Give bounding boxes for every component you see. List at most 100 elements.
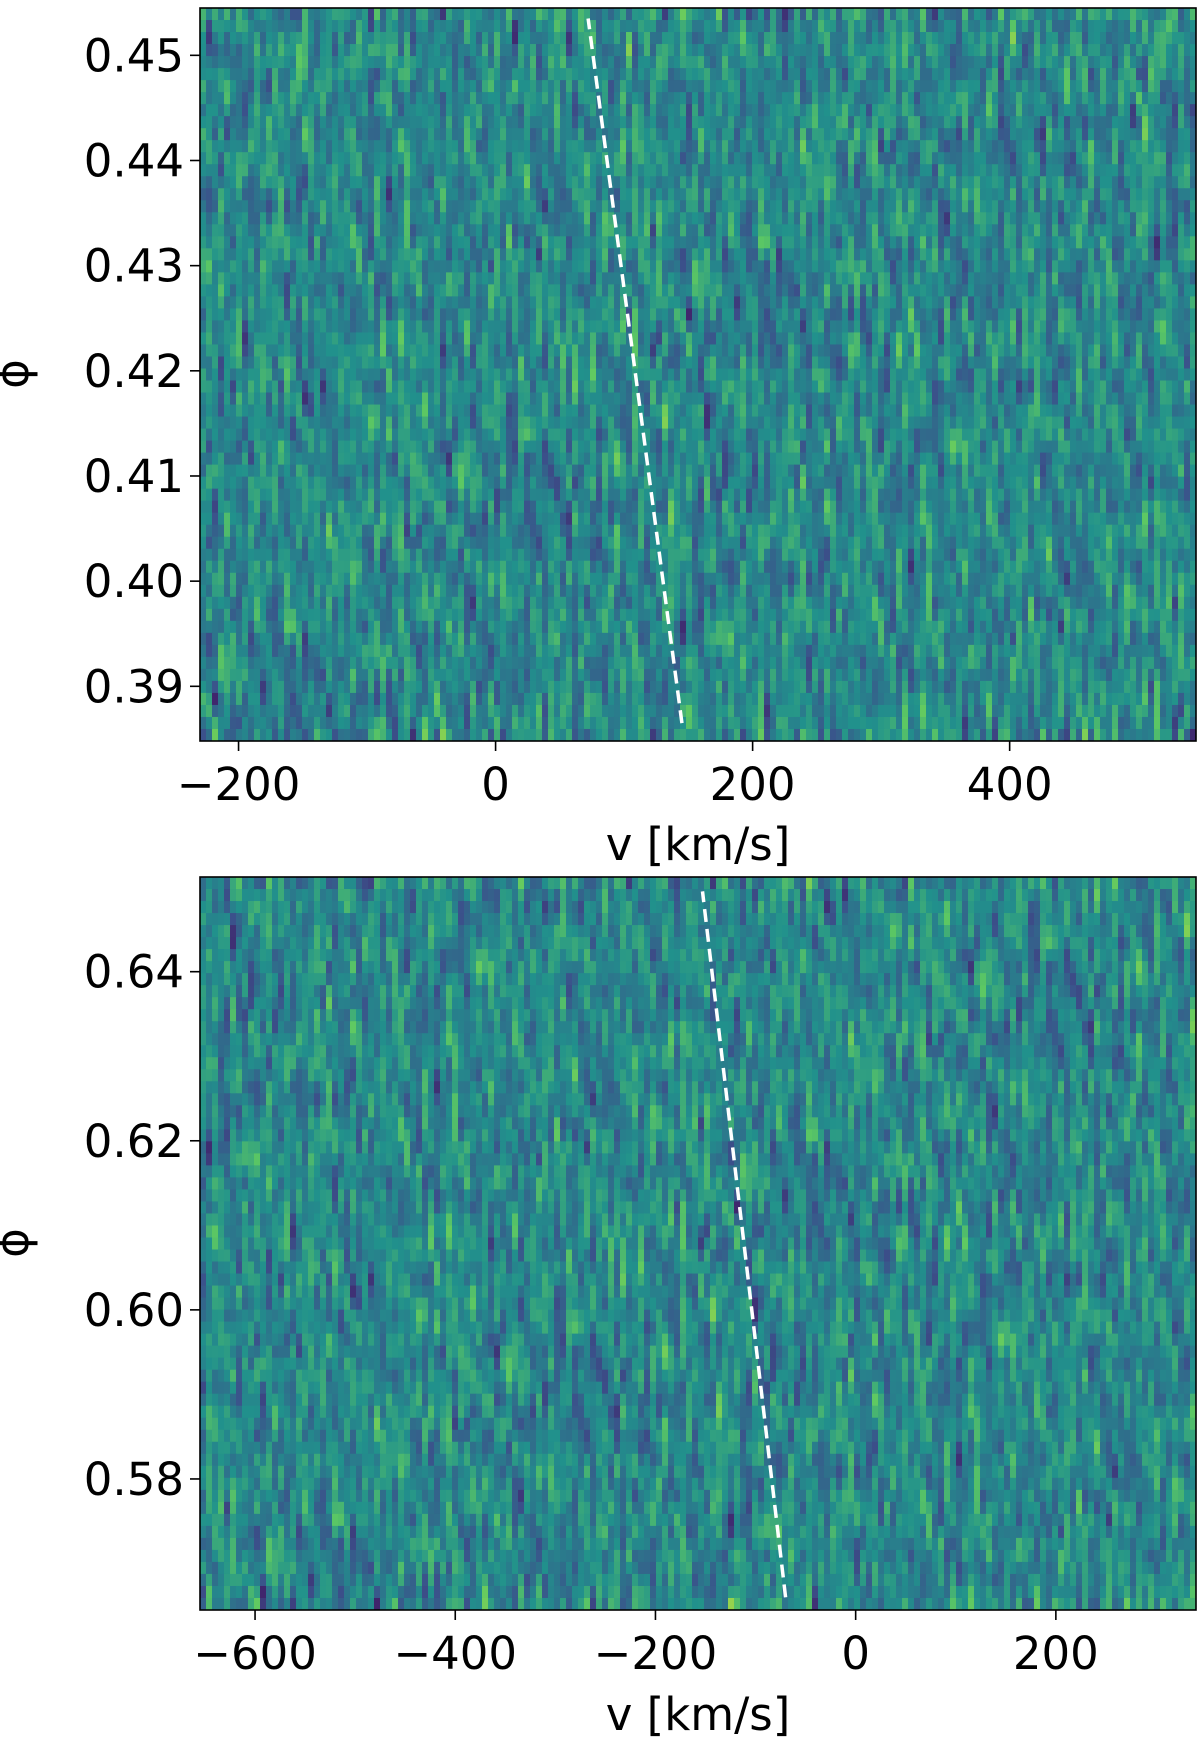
- heatmap-cell: [224, 368, 231, 382]
- heatmap-cell: [728, 212, 735, 225]
- heatmap-cell: [824, 332, 831, 346]
- heatmap-cell: [548, 176, 555, 189]
- heatmap-cell: [374, 152, 381, 165]
- heatmap-cell: [368, 296, 375, 310]
- heatmap-cell: [314, 56, 321, 69]
- heatmap-cell: [560, 332, 567, 346]
- heatmap-cell: [782, 20, 789, 33]
- heatmap-cell: [344, 260, 351, 273]
- heatmap-cell: [578, 152, 585, 165]
- heatmap-cell: [374, 308, 381, 322]
- heatmap-cell: [734, 224, 741, 237]
- heatmap-cell: [614, 356, 621, 370]
- heatmap-cell: [770, 8, 777, 21]
- heatmap-cell: [860, 260, 867, 273]
- heatmap-cell: [1178, 176, 1185, 189]
- heatmap-cell: [260, 320, 267, 334]
- heatmap-cell: [302, 224, 309, 237]
- heatmap-cell: [362, 320, 369, 334]
- heatmap-cell: [212, 152, 219, 165]
- heatmap-cell: [446, 68, 453, 81]
- heatmap-cell: [644, 20, 651, 33]
- heatmap-cell: [656, 104, 663, 117]
- heatmap-cell: [704, 212, 711, 225]
- heatmap-cell: [782, 296, 789, 310]
- heatmap-cell: [668, 20, 675, 33]
- heatmap-cell: [200, 332, 207, 346]
- heatmap-cell: [1106, 200, 1113, 213]
- heatmap-cell: [1010, 176, 1017, 189]
- heatmap-cell: [938, 32, 945, 45]
- heatmap-cell: [212, 248, 219, 261]
- heatmap-cell: [314, 272, 321, 285]
- heatmap-cell: [404, 296, 411, 310]
- heatmap-cell: [872, 320, 879, 334]
- heatmap-cell: [428, 8, 435, 21]
- heatmap-cell: [710, 344, 717, 358]
- heatmap-cell: [350, 164, 357, 177]
- heatmap-cell: [308, 140, 315, 153]
- heatmap-cell: [842, 236, 849, 249]
- heatmap-cell: [740, 164, 747, 177]
- heatmap-cell: [884, 128, 891, 141]
- heatmap-cell: [1052, 92, 1059, 105]
- heatmap-cell: [896, 320, 903, 334]
- heatmap-cell: [302, 344, 309, 358]
- heatmap-cell: [392, 272, 399, 285]
- heatmap-cell: [848, 236, 855, 249]
- heatmap-cell: [1052, 188, 1059, 201]
- heatmap-cell: [560, 212, 567, 225]
- heatmap-cell: [386, 152, 393, 165]
- heatmap-cell: [674, 152, 681, 165]
- heatmap-cell: [644, 224, 651, 237]
- heatmap-cell: [1172, 200, 1179, 213]
- heatmap-cell: [386, 212, 393, 225]
- heatmap-cell: [806, 44, 813, 57]
- heatmap-cell: [764, 356, 771, 370]
- heatmap-cell: [806, 188, 813, 201]
- heatmap-cell: [644, 260, 651, 273]
- heatmap-cell: [866, 80, 873, 93]
- heatmap-cell: [602, 248, 609, 261]
- heatmap-cell: [452, 296, 459, 310]
- heatmap-cell: [626, 104, 633, 117]
- heatmap-cell: [1184, 344, 1191, 358]
- heatmap-cell: [578, 236, 585, 249]
- heatmap-cell: [1148, 308, 1155, 322]
- heatmap-cell: [578, 176, 585, 189]
- heatmap-cell: [950, 176, 957, 189]
- heatmap-cell: [518, 224, 525, 237]
- heatmap-cell: [632, 308, 639, 322]
- heatmap-cell: [476, 164, 483, 177]
- heatmap-cell: [770, 56, 777, 69]
- heatmap-cell: [212, 368, 219, 382]
- heatmap-cell: [314, 164, 321, 177]
- heatmap-cell: [848, 200, 855, 213]
- heatmap-cell: [854, 308, 861, 322]
- heatmap-cell: [416, 272, 423, 285]
- heatmap-cell: [272, 320, 279, 334]
- heatmap-cell: [848, 140, 855, 153]
- heatmap-cell: [794, 116, 801, 129]
- heatmap-cell: [1124, 68, 1131, 81]
- heatmap-cell: [488, 44, 495, 57]
- heatmap-cell: [1010, 248, 1017, 261]
- heatmap-cell: [434, 20, 441, 33]
- heatmap-cell: [428, 224, 435, 237]
- heatmap-cell: [524, 56, 531, 69]
- heatmap-cell: [1094, 212, 1101, 225]
- heatmap-cell: [608, 356, 615, 370]
- heatmap-cell: [968, 140, 975, 153]
- heatmap-cell: [968, 212, 975, 225]
- heatmap-cell: [686, 140, 693, 153]
- heatmap-cell: [1094, 260, 1101, 273]
- heatmap-cell: [296, 8, 303, 21]
- heatmap-cell: [1088, 116, 1095, 129]
- heatmap-cell: [776, 68, 783, 81]
- heatmap-cell: [224, 116, 231, 129]
- heatmap-cell: [344, 212, 351, 225]
- heatmap-cell: [716, 260, 723, 273]
- heatmap-cell: [470, 308, 477, 322]
- heatmap-cell: [338, 104, 345, 117]
- heatmap-cell: [836, 116, 843, 129]
